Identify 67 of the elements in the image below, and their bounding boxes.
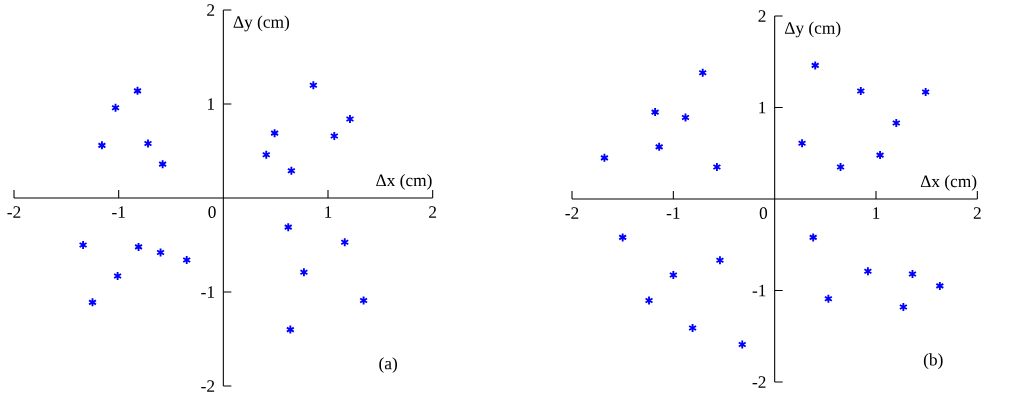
point [285, 324, 295, 335]
point [270, 128, 280, 139]
point [182, 255, 192, 265]
y-tick-label: 1 [759, 101, 766, 114]
x-axis-title: Δx (cm) [376, 174, 432, 190]
point [856, 86, 866, 96]
point [329, 131, 339, 141]
point [283, 222, 293, 233]
x-tick-label: -1 [112, 206, 125, 218]
x-tick-label: 0 [759, 207, 768, 219]
point [340, 237, 350, 248]
annotation: (a) [379, 357, 398, 373]
point [261, 149, 271, 160]
y-tick-label: 1 [207, 98, 215, 110]
point [908, 269, 917, 279]
point [97, 140, 107, 151]
point [891, 118, 901, 128]
point [808, 232, 818, 243]
x-tick-label: -2 [565, 207, 579, 219]
point [698, 67, 708, 78]
x-tick-label: 2 [973, 207, 981, 219]
point [308, 80, 318, 91]
point [156, 247, 165, 258]
y-tick-label: -1 [752, 284, 766, 297]
point [359, 295, 368, 306]
x-axis-title: Δx (cm) [920, 175, 977, 191]
point [797, 138, 807, 149]
point [898, 302, 908, 312]
x-tick-label: -2 [7, 206, 21, 218]
y-tick-label: 2 [758, 10, 766, 22]
point [299, 267, 309, 278]
point [654, 141, 664, 152]
point [644, 295, 654, 306]
point [133, 85, 142, 96]
y-tick-label: -1 [201, 286, 215, 298]
point [88, 297, 97, 308]
y-axis-title: Δy (cm) [784, 21, 841, 38]
point [158, 159, 168, 170]
point [345, 114, 355, 124]
point [286, 165, 296, 176]
point [823, 293, 833, 304]
point [113, 271, 123, 281]
annotation: (b) [923, 353, 943, 370]
point [78, 240, 88, 250]
y-tick-label: -2 [752, 376, 766, 388]
point [921, 87, 931, 97]
y-tick-label: -2 [201, 380, 215, 392]
point [688, 323, 697, 333]
point [111, 102, 120, 113]
point [836, 162, 845, 172]
y-axis-title: Δy (cm) [233, 15, 290, 32]
point [810, 60, 820, 71]
point [863, 266, 873, 277]
point [600, 152, 609, 163]
point [715, 255, 725, 266]
x-tick-label: -1 [666, 207, 680, 219]
x-tick-label: 2 [429, 206, 437, 218]
x-tick-label: 1 [873, 207, 880, 219]
y-tick-label: 2 [207, 4, 215, 16]
x-tick-label: 0 [208, 206, 216, 218]
point [712, 162, 722, 172]
point [668, 270, 678, 280]
point [618, 232, 628, 243]
x-tick-label: 1 [325, 206, 332, 218]
point [681, 112, 690, 123]
point [143, 138, 153, 149]
point [737, 339, 747, 350]
